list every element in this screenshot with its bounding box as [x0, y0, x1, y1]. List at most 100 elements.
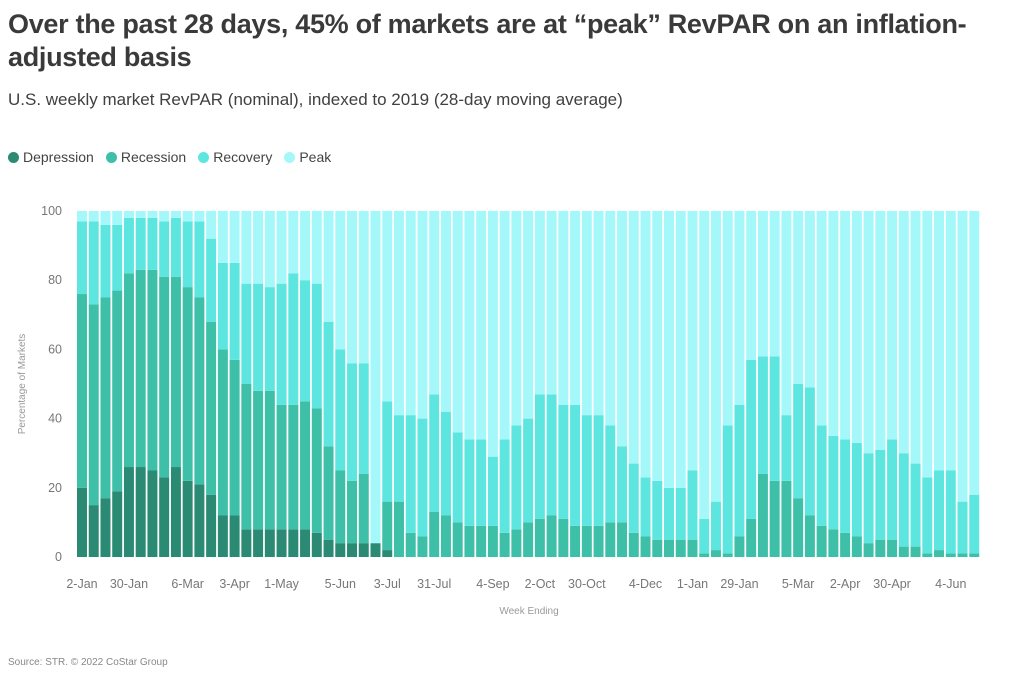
bar-recovery-34 [476, 439, 487, 526]
bar-peak-36 [499, 211, 510, 440]
y-tick-label: 0 [55, 550, 62, 564]
bar-recovery-0 [77, 221, 87, 295]
bar-peak-37 [511, 211, 522, 426]
bar-depression-26 [382, 550, 393, 557]
bar-recession-35 [487, 525, 498, 557]
x-axis: 2-Jan 30-Jan 6-Mar 3-Apr 1-May 5-Jun 3-Jul 31-J… [66, 577, 966, 591]
bar-peak-58 [757, 211, 768, 357]
bar-recovery-74 [945, 470, 956, 554]
bar-recovery-44 [593, 415, 604, 526]
bar-peak-38 [523, 211, 534, 419]
bar-recession-63 [816, 525, 827, 557]
bar-recovery-33 [464, 439, 475, 526]
bar-recession-0 [77, 294, 87, 488]
bar-recession-49 [652, 539, 663, 557]
bar-recession-43 [581, 525, 592, 557]
bar-recession-18 [288, 404, 299, 530]
bar-recovery-38 [523, 418, 534, 523]
legend-dot-icon [105, 151, 117, 163]
bar-peak-25 [370, 211, 381, 544]
bar-peak-47 [628, 211, 639, 464]
bar-depression-24 [358, 543, 369, 557]
bar-depression-6 [147, 470, 158, 557]
bar-recovery-28 [405, 415, 416, 533]
bar-peak-71 [910, 211, 921, 464]
bar-depression-11 [206, 494, 217, 557]
bar-depression-15 [253, 529, 264, 557]
x-tick-label: 2-Oct [525, 577, 556, 591]
bar-recession-69 [887, 539, 898, 557]
x-tick-label: 1-May [264, 577, 299, 591]
bar-recession-37 [511, 529, 522, 557]
bar-recovery-61 [793, 384, 804, 499]
bar-recovery-16 [264, 287, 275, 391]
bar-peak-15 [253, 211, 264, 284]
bar-depression-13 [229, 515, 240, 557]
bar-recovery-46 [617, 446, 628, 523]
bar-recession-14 [241, 384, 252, 530]
bar-recovery-63 [816, 425, 827, 526]
x-tick-label: 29-Jan [720, 577, 758, 591]
bar-recession-7 [159, 276, 170, 478]
legend-label: Recovery [213, 149, 273, 165]
bar-peak-16 [264, 211, 275, 288]
bar-recession-54 [710, 550, 721, 557]
bar-recovery-66 [851, 442, 862, 537]
bar-peak-45 [605, 211, 616, 426]
bar-peak-4 [123, 211, 134, 218]
bar-recovery-52 [687, 470, 698, 540]
bar-peak-29 [417, 211, 428, 419]
bar-peak-76 [969, 211, 980, 495]
bar-recovery-49 [652, 480, 663, 540]
bar-recovery-39 [534, 394, 545, 519]
bar-recession-61 [793, 498, 804, 557]
bar-depression-16 [264, 529, 275, 557]
bar-peak-60 [781, 211, 792, 416]
bar-recovery-75 [957, 501, 968, 554]
bar-peak-43 [581, 211, 592, 416]
bar-peak-35 [487, 211, 498, 457]
bar-recession-24 [358, 473, 369, 544]
bar-peak-75 [957, 211, 968, 502]
bar-recession-57 [746, 518, 757, 557]
bar-depression-20 [311, 532, 322, 557]
bar-recession-67 [863, 543, 874, 557]
bar-peak-48 [640, 211, 651, 478]
bar-recession-51 [675, 539, 686, 557]
bar-recession-34 [476, 525, 487, 557]
bar-recession-2 [100, 297, 111, 499]
y-axis-title: Percentage of Markets [17, 334, 28, 435]
bar-recession-60 [781, 480, 792, 557]
bar-recession-36 [499, 532, 510, 557]
bar-recovery-2 [100, 224, 111, 298]
bar-peak-8 [170, 211, 181, 218]
bar-peak-40 [546, 211, 557, 395]
bar-recovery-9 [182, 221, 193, 288]
bar-peak-69 [887, 211, 898, 440]
bar-peak-19 [300, 211, 311, 281]
bar-recovery-71 [910, 463, 921, 547]
bar-recovery-36 [499, 439, 510, 533]
bar-peak-68 [875, 211, 886, 450]
bar-peak-31 [440, 211, 451, 412]
bar-recession-6 [147, 269, 158, 471]
stacked-bar-chart: 0 20 40 60 80 100 2-Jan 30-Jan 6-Mar 3-Apr 1-May 5… [17, 204, 980, 617]
legend-item-depression[interactable]: Depression [8, 149, 94, 165]
bar-recovery-41 [558, 404, 569, 519]
bar-recession-73 [934, 550, 945, 557]
bar-recession-52 [687, 539, 698, 557]
chart-subtitle: U.S. weekly market RevPAR (nominal), ind… [8, 90, 623, 109]
bar-peak-52 [687, 211, 698, 471]
bar-depression-17 [276, 529, 287, 557]
bar-recovery-76 [969, 494, 980, 554]
bar-peak-10 [194, 211, 205, 222]
bar-depression-12 [217, 515, 228, 557]
legend-item-recession[interactable]: Recession [105, 149, 186, 165]
bar-peak-6 [147, 211, 158, 218]
legend-item-recovery[interactable]: Recovery [198, 149, 272, 165]
legend-item-peak[interactable]: Peak [284, 149, 331, 165]
bar-peak-41 [558, 211, 569, 405]
bar-depression-9 [182, 480, 193, 557]
bar-recovery-6 [147, 217, 158, 270]
bar-depression-8 [170, 467, 181, 557]
